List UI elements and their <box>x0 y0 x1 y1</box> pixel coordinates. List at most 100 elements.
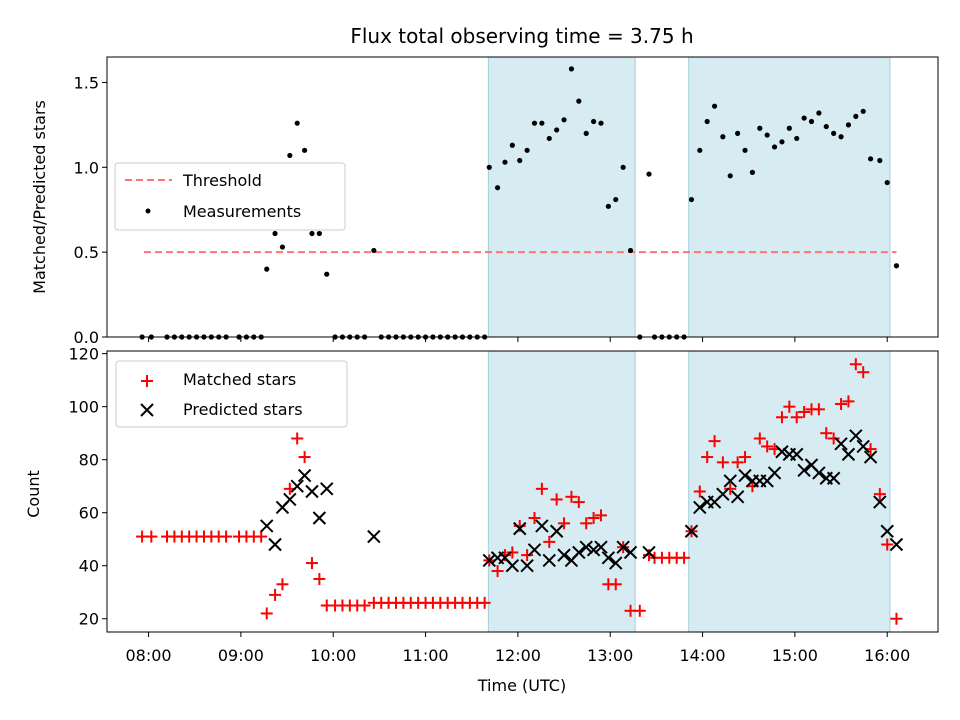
measurement-point <box>583 130 589 136</box>
measurement-point <box>561 117 567 123</box>
measurement-point <box>371 247 377 254</box>
measurement-point <box>779 139 785 145</box>
matched-star-point <box>798 405 811 418</box>
matched-star-point <box>506 546 519 559</box>
measurement-point <box>823 123 829 130</box>
x-tick-label: 11:00 <box>402 646 448 665</box>
measurement-point <box>598 120 604 126</box>
bottom-plot-frame <box>106 350 939 633</box>
predicted-star-point <box>767 466 782 480</box>
measurement-point <box>893 263 900 269</box>
top-observing-windows <box>487 56 891 338</box>
legend-matched-label: Matched stars <box>183 370 296 389</box>
matched-star-point <box>775 411 788 424</box>
measurement-point <box>316 230 322 237</box>
measurement-point <box>688 196 695 203</box>
legend-measurements-swatch <box>145 208 151 214</box>
matched-star-point <box>731 456 744 469</box>
measurement-point <box>620 164 626 170</box>
legend-measurements-label: Measurements <box>183 202 301 221</box>
measurement-point <box>801 115 807 121</box>
measurement-point <box>264 266 270 272</box>
matched-star-point <box>609 578 622 591</box>
predicted-star-point <box>873 495 887 509</box>
matched-star-point <box>220 530 233 543</box>
matched-star-point <box>478 596 491 609</box>
bottom-legend: Matched stars Predicted stars <box>115 360 348 428</box>
matched-star-point <box>276 578 289 591</box>
bottom-y-tick-label: 120 <box>68 345 99 364</box>
predicted-star-point <box>579 540 593 554</box>
matched-star-point <box>693 485 706 498</box>
matched-star-point <box>881 538 894 551</box>
matched-star-point <box>580 517 593 530</box>
measurement-point <box>877 157 883 164</box>
predicted-star-point <box>542 553 556 568</box>
predicted-star-point <box>520 559 534 573</box>
matched-star-point <box>550 493 563 506</box>
predicted-star-point <box>527 543 542 557</box>
predicted-star-point <box>797 463 811 477</box>
measurement-point <box>831 130 837 136</box>
predicted-star-point <box>260 519 274 533</box>
predicted-star-point <box>290 479 304 493</box>
matched-star-point <box>739 451 752 464</box>
predicted-star-point <box>535 519 549 533</box>
matched-star-point <box>491 565 504 578</box>
measurement-point <box>845 122 852 128</box>
matched-star-point <box>716 456 729 469</box>
matched-star-point <box>842 395 855 408</box>
matched-star-point <box>543 535 556 548</box>
predicted-star-point <box>856 439 870 454</box>
measurement-point <box>613 196 619 203</box>
matched-star-point <box>269 588 282 601</box>
predicted-star-point <box>642 545 656 560</box>
predicted-star-point <box>482 553 496 568</box>
predicted-star-point <box>513 521 527 536</box>
legend-predicted-label: Predicted stars <box>183 400 303 419</box>
measurement-point <box>771 144 778 150</box>
measurement-point <box>294 120 300 126</box>
bottom-y-tick-label: 40 <box>79 557 99 576</box>
matched-star-point <box>587 512 600 525</box>
predicted-star-point <box>730 490 745 504</box>
predicted-star-point <box>594 540 608 554</box>
bottom-observing-windows <box>487 350 891 633</box>
predicted-star-point <box>616 540 630 554</box>
bottom-y-tick-label: 100 <box>68 398 99 417</box>
chart-title: Flux total observing time = 3.75 h <box>350 24 693 48</box>
matched-star-point <box>572 496 585 509</box>
matched-star-point <box>565 490 578 503</box>
measurement-point <box>627 247 634 254</box>
matched-star-point <box>145 530 158 543</box>
predicted-star-point <box>826 471 841 485</box>
matched-star-point <box>890 612 903 625</box>
measurement-point <box>502 159 508 165</box>
bottom-x-ticks: 08:00 09:00 10:00 11:00 12:00 13:00 14:00 15:00… <box>125 632 910 665</box>
bottom-y-tick-label: 20 <box>79 610 99 629</box>
measurement-point <box>867 156 874 162</box>
measurement-point <box>816 110 822 116</box>
predicted-stars-points <box>260 429 904 573</box>
top-y-tick-label: 0.0 <box>74 328 99 347</box>
measurement-point <box>860 108 866 114</box>
predicted-star-point <box>775 445 789 459</box>
matched-star-point <box>255 530 268 543</box>
matched-star-point <box>724 482 737 495</box>
matched-star-point <box>790 411 803 424</box>
measurement-point <box>324 271 330 277</box>
x-tick-label: 15:00 <box>772 646 818 665</box>
predicted-star-point <box>849 429 863 443</box>
measurement-point <box>546 135 552 142</box>
measurement-point <box>590 118 597 125</box>
matched-star-point <box>849 358 862 371</box>
x-axis-label: Time (UTC) <box>477 676 566 695</box>
bottom-panel-count-plot: 20 40 60 80 100 120 08:00 09:00 10:00 11:00 12:00… <box>24 345 939 695</box>
top-y-ticks: 0.0 0.5 1.0 1.5 <box>74 73 107 347</box>
matched-star-point <box>827 432 840 445</box>
measurement-point <box>539 120 545 126</box>
x-tick-label: 09:00 <box>218 646 264 665</box>
top-legend: Threshold Measurements <box>114 162 346 231</box>
bottom-y-tick-label: 80 <box>79 451 99 470</box>
predicted-star-point <box>684 524 699 538</box>
